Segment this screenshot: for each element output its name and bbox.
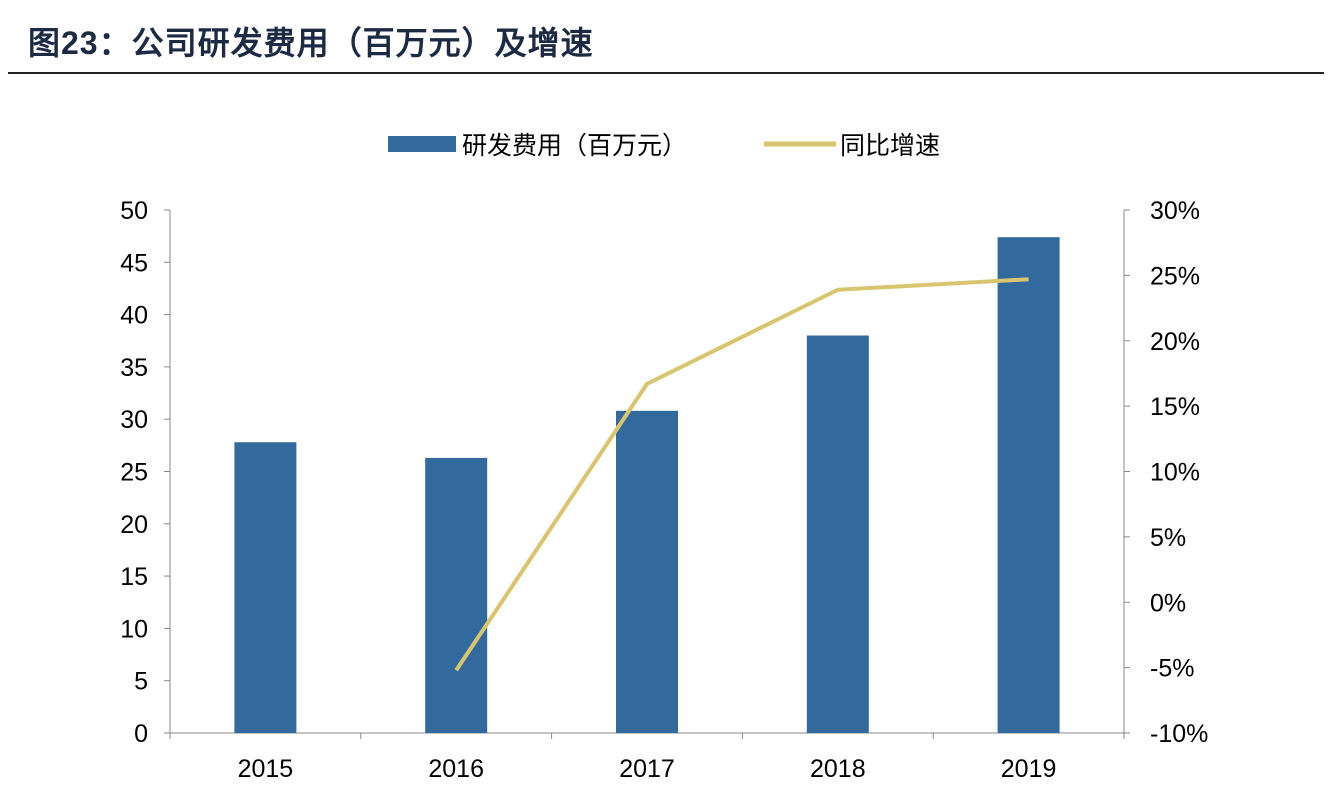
x-tick-label: 2016 [428, 755, 484, 783]
right-tick-label: 5% [1150, 524, 1186, 552]
left-tick-label: 50 [120, 197, 148, 225]
x-tick-label: 2015 [238, 755, 294, 783]
left-tick-label: 20 [120, 511, 148, 539]
right-tick-label: -10% [1150, 720, 1208, 748]
x-tick-label: 2019 [1001, 755, 1057, 783]
legend-bar-label: 研发费用（百万元） [462, 132, 687, 160]
x-tick-label: 2018 [810, 755, 866, 783]
left-tick-label: 15 [120, 563, 148, 591]
bar-2017 [616, 410, 678, 733]
right-tick-label: 20% [1150, 328, 1200, 356]
x-tick-label: 2017 [619, 755, 675, 783]
left-tick-label: 30 [120, 406, 148, 434]
title-divider [8, 72, 1324, 74]
legend-bar-swatch [388, 136, 456, 152]
legend-line-label: 同比增速 [840, 132, 940, 160]
growth-line [454, 277, 1029, 672]
right-tick-label: -5% [1150, 655, 1194, 683]
right-tick-label: 30% [1150, 197, 1200, 225]
left-tick-label: 35 [120, 354, 148, 382]
left-tick-label: 25 [120, 459, 148, 487]
right-tick-label: 0% [1150, 589, 1186, 617]
bar-2019 [997, 237, 1060, 734]
left-tick-label: 0 [134, 720, 148, 748]
chart-title: 图23：公司研发费用（百万元）及增速 [28, 25, 594, 61]
right-tick-label: 10% [1150, 459, 1200, 487]
left-tick-label: 40 [120, 302, 148, 330]
bar-2018 [806, 335, 869, 733]
left-tick-label: 5 [134, 668, 148, 696]
right-tick-label: 25% [1150, 262, 1200, 290]
bar-2016 [425, 457, 488, 733]
left-tick-label: 10 [120, 615, 148, 643]
right-tick-label: 15% [1150, 393, 1200, 421]
bar-2015 [234, 442, 297, 733]
left-tick-label: 45 [120, 249, 148, 277]
